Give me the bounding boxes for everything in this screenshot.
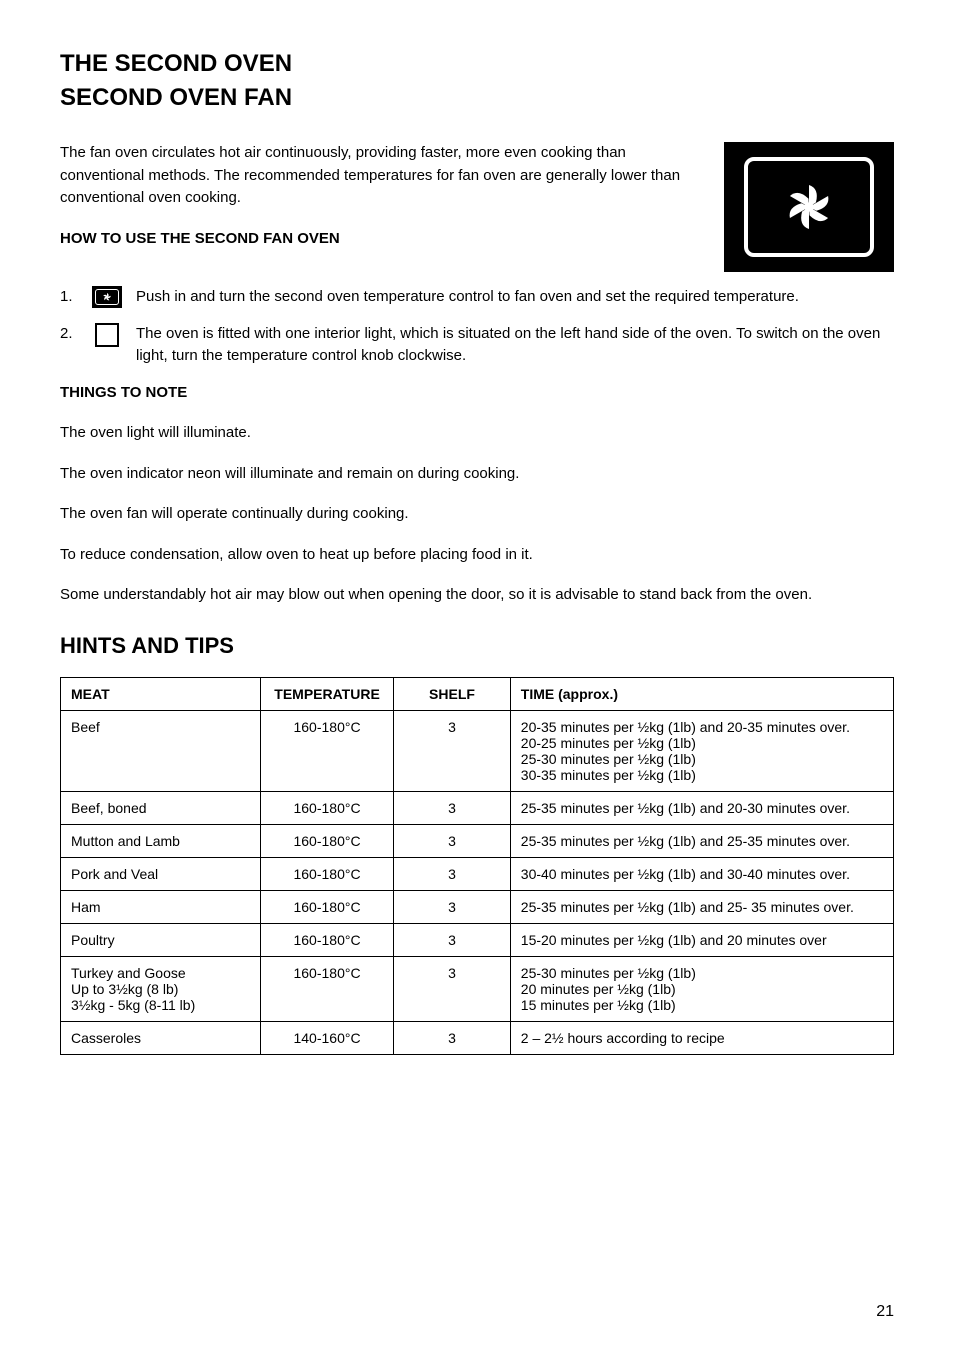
note-paragraph: Some understandably hot air may blow out… [60, 584, 894, 607]
cavity-icon [95, 323, 119, 347]
steps-list: 1. Push in and turn the second oven temp… [60, 286, 894, 368]
table-cell: 160-180°C [260, 824, 393, 857]
col-header: TIME (approx.) [510, 677, 893, 710]
table-cell: 20-35 minutes per ½kg (1lb) and 20-35 mi… [510, 710, 893, 791]
table-cell: Ham [61, 890, 261, 923]
note-paragraph: To reduce condensation, allow oven to he… [60, 544, 894, 567]
table-cell: 160-180°C [260, 890, 393, 923]
table-cell: 140-160°C [260, 1021, 393, 1054]
table-row: Pork and Veal160-180°C330-40 minutes per… [61, 857, 894, 890]
step-icon [92, 323, 122, 347]
step-number: 2. [60, 323, 78, 346]
table-cell: 160-180°C [260, 791, 393, 824]
table-cell: 3 [394, 710, 511, 791]
table-row: Poultry160-180°C315-20 minutes per ½kg (… [61, 923, 894, 956]
things-title: THINGS TO NOTE [60, 382, 894, 405]
fan-icon [780, 178, 838, 236]
page-content: THE SECOND OVEN SECOND OVEN FAN The fan … [60, 50, 894, 1055]
table-row: Turkey and GooseUp to 3½kg (8 lb)3½kg - … [61, 956, 894, 1021]
table-row: Casseroles140-160°C32 – 2½ hours accordi… [61, 1021, 894, 1054]
table-cell: 160-180°C [260, 956, 393, 1021]
table-head: MEAT TEMPERATURE SHELF TIME (approx.) [61, 677, 894, 710]
intro-text: The fan oven circulates hot air continuo… [60, 142, 704, 268]
table-row: Beef, boned160-180°C325-35 minutes per ½… [61, 791, 894, 824]
step-number: 1. [60, 286, 78, 309]
section-title: THE SECOND OVEN [60, 50, 894, 78]
table-cell: 3 [394, 791, 511, 824]
note-paragraph: The oven fan will operate continually du… [60, 503, 894, 526]
things-to-note: THINGS TO NOTE The oven light will illum… [60, 382, 894, 607]
table-cell: 3 [394, 824, 511, 857]
step-text: The oven is fitted with one interior lig… [136, 323, 894, 368]
step-text: Push in and turn the second oven tempera… [136, 286, 894, 309]
table-cell: 25-35 minutes per ½kg (1lb) and 25- 35 m… [510, 890, 893, 923]
table-cell: 160-180°C [260, 857, 393, 890]
roasting-table: MEAT TEMPERATURE SHELF TIME (approx.) Be… [60, 677, 894, 1055]
table-cell: 3 [394, 923, 511, 956]
table-cell: 3 [394, 1021, 511, 1054]
table-cell: 160-180°C [260, 923, 393, 956]
note-paragraph: The oven light will illuminate. [60, 422, 894, 445]
table-cell: 25-35 minutes per ½kg (1lb) and 25-35 mi… [510, 824, 893, 857]
intro-paragraph: The fan oven circulates hot air continuo… [60, 142, 704, 210]
table-cell: 25-30 minutes per ½kg (1lb)20 minutes pe… [510, 956, 893, 1021]
intro-block: The fan oven circulates hot air continuo… [60, 142, 894, 272]
note-paragraph: The oven indicator neon will illuminate … [60, 463, 894, 486]
table-cell: Casseroles [61, 1021, 261, 1054]
table-cell: Mutton and Lamb [61, 824, 261, 857]
table-row: Mutton and Lamb160-180°C325-35 minutes p… [61, 824, 894, 857]
table-cell: 3 [394, 890, 511, 923]
col-header: SHELF [394, 677, 511, 710]
section-subtitle: SECOND OVEN FAN [60, 84, 894, 112]
table-cell: Pork and Veal [61, 857, 261, 890]
steps-heading: HOW TO USE THE SECOND FAN OVEN [60, 228, 704, 251]
table-body: Beef160-180°C320-35 minutes per ½kg (1lb… [61, 710, 894, 1054]
col-header: TEMPERATURE [260, 677, 393, 710]
table-cell: Beef [61, 710, 261, 791]
table-header-row: MEAT TEMPERATURE SHELF TIME (approx.) [61, 677, 894, 710]
table-cell: Poultry [61, 923, 261, 956]
table-cell: 2 – 2½ hours according to recipe [510, 1021, 893, 1054]
table-cell: 160-180°C [260, 710, 393, 791]
table-cell: 15-20 minutes per ½kg (1lb) and 20 minut… [510, 923, 893, 956]
step-row: 1. Push in and turn the second oven temp… [60, 286, 894, 309]
step-icon [92, 286, 122, 308]
fan-oven-icon-small [92, 286, 122, 308]
table-cell: 25-35 minutes per ½kg (1lb) and 20-30 mi… [510, 791, 893, 824]
table-row: Ham160-180°C325-35 minutes per ½kg (1lb)… [61, 890, 894, 923]
table-row: Beef160-180°C320-35 minutes per ½kg (1lb… [61, 710, 894, 791]
fan-oven-icon [724, 142, 894, 272]
table-cell: 3 [394, 857, 511, 890]
hints-title: HINTS AND TIPS [60, 633, 894, 659]
table-cell: 30-40 minutes per ½kg (1lb) and 30-40 mi… [510, 857, 893, 890]
page-number: 21 [876, 1303, 894, 1321]
table-cell: Beef, boned [61, 791, 261, 824]
table-cell: Turkey and GooseUp to 3½kg (8 lb)3½kg - … [61, 956, 261, 1021]
table-cell: 3 [394, 956, 511, 1021]
step-row: 2. The oven is fitted with one interior … [60, 323, 894, 368]
col-header: MEAT [61, 677, 261, 710]
